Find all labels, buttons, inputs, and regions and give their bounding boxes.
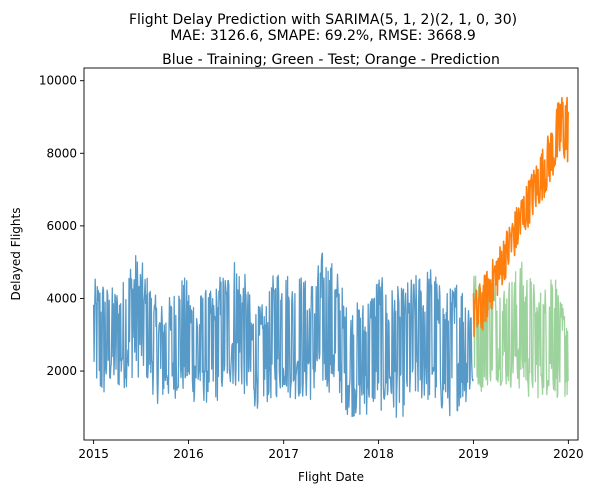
chart-suptitle-line-1: Flight Delay Prediction with SARIMA(5, 1… (129, 12, 517, 28)
x-axis: 2015 2016 2017 2018 2019 2020 (78, 440, 584, 461)
chart-title: Blue - Training; Green - Test; Orange - … (162, 52, 500, 68)
y-axis-label: Delayed Flights (9, 208, 23, 301)
y-tick-label: 6000 (46, 219, 77, 233)
series-training-line (92, 252, 474, 418)
x-tick-label: 2017 (268, 447, 299, 461)
y-tick-label: 4000 (46, 291, 77, 305)
x-tick-label: 2020 (553, 447, 584, 461)
x-tick-label: 2016 (173, 447, 204, 461)
x-axis-label: Flight Date (298, 470, 364, 484)
x-tick-label: 2015 (78, 447, 109, 461)
y-tick-label: 8000 (46, 146, 77, 160)
plot-series (92, 96, 569, 418)
series-prediction-line (472, 96, 569, 338)
y-axis: 2000 4000 6000 8000 10000 (39, 74, 84, 378)
x-tick-label: 2019 (458, 447, 489, 461)
plot-frame (83, 67, 579, 441)
x-tick-label: 2018 (363, 447, 394, 461)
y-tick-label: 10000 (39, 74, 77, 88)
chart-suptitle-line-2: MAE: 3126.6, SMAPE: 69.2%, RMSE: 3668.9 (170, 28, 476, 44)
y-tick-label: 2000 (46, 364, 77, 378)
